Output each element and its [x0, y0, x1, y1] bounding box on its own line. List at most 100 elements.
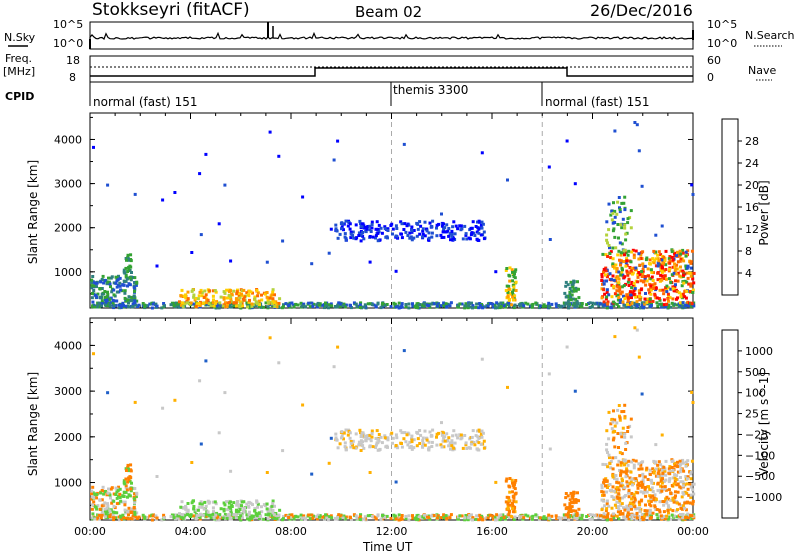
velocity-data-cell — [99, 491, 103, 495]
velocity-data-cell — [327, 515, 331, 519]
power-data-cell — [473, 234, 477, 237]
velocity-data-cell — [678, 470, 682, 474]
power-data-cell — [686, 304, 690, 308]
velocity-data-cell — [604, 515, 608, 519]
velocity-data-cell — [644, 494, 648, 498]
velocity-data-cell — [611, 438, 615, 442]
velocity-data-cell — [649, 488, 653, 492]
velocity-data-cell — [203, 500, 207, 504]
power-data-cell — [130, 295, 134, 299]
velocity-data-cell — [666, 517, 670, 521]
power-data-cell — [679, 257, 683, 261]
power-data-cell — [180, 288, 184, 292]
power-data-cell — [661, 288, 665, 292]
power-data-cell — [517, 303, 521, 307]
velocity-data-cell — [652, 481, 655, 485]
noise-panel-frame — [89, 21, 694, 50]
power-data-cell — [662, 277, 666, 280]
power-data-cell — [636, 272, 640, 276]
velocity-data-cell — [133, 501, 136, 505]
power-data-cell — [365, 227, 369, 231]
velocity-data-cell — [576, 491, 579, 495]
power-data-cell — [667, 269, 671, 273]
power-data-cell — [626, 273, 630, 277]
velocity-data-cell — [443, 435, 447, 439]
velocity-data-cell — [662, 487, 666, 491]
velocity-data-cell — [96, 504, 100, 508]
velocity-data-cell — [612, 489, 616, 493]
velocity-data-cell — [611, 485, 615, 489]
power-data-cell — [662, 303, 666, 307]
power-data-cell — [617, 281, 621, 285]
power-data-cell — [232, 304, 236, 308]
velocity-data-cell — [547, 513, 551, 517]
velocity-data-cell — [129, 463, 133, 467]
power-data-cell — [354, 237, 358, 241]
power-data-cell — [407, 306, 411, 310]
power-data-cell — [663, 274, 667, 278]
power-data-cell — [612, 227, 616, 231]
power-data-cell — [379, 306, 383, 310]
power-data-cell — [670, 301, 674, 305]
velocity-data-cell — [564, 507, 568, 511]
velocity-data-cell — [421, 436, 425, 440]
velocity-data-cell — [563, 516, 567, 520]
power-data-cell — [343, 305, 347, 309]
velocity-data-cell — [99, 513, 103, 517]
power-data-cell — [412, 236, 416, 240]
power-data-cell — [359, 233, 363, 237]
power-data-cell — [256, 294, 260, 298]
velocity-data-cell — [570, 501, 573, 504]
velocity-data-cell — [247, 512, 251, 516]
velocity-data-cell — [129, 511, 133, 515]
velocity-data-cell — [686, 512, 690, 516]
velocity-data-cell — [104, 490, 107, 493]
power-data-cell — [632, 256, 636, 260]
power-data-cell — [673, 262, 677, 266]
velocity-data-cell — [689, 477, 693, 481]
power-data-cell — [571, 282, 575, 286]
power-data-cell — [656, 261, 660, 265]
velocity-data-cell — [404, 517, 408, 520]
power-data-cell — [648, 301, 652, 305]
power-data-cell — [614, 276, 618, 280]
velocity-data-cell — [615, 500, 619, 504]
velocity-data-cell — [143, 517, 147, 520]
velocity-data-cell — [623, 508, 627, 512]
power-data-cell — [649, 268, 653, 272]
velocity-data-cell — [278, 508, 282, 512]
power-data-cell — [108, 297, 112, 301]
power-data-cell — [402, 142, 406, 146]
velocity-data-cell — [368, 433, 372, 437]
power-data-cell — [587, 302, 590, 306]
velocity-data-cell — [408, 440, 412, 444]
power-data-cell — [613, 235, 617, 239]
velocity-data-cell — [133, 512, 137, 516]
power-data-cell — [619, 261, 623, 265]
power-data-cell — [478, 302, 482, 305]
velocity-data-cell — [395, 436, 399, 440]
power-data-cell — [508, 274, 512, 278]
velocity-data-cell — [648, 511, 652, 515]
velocity-data-cell — [605, 499, 609, 503]
power-data-cell — [185, 299, 189, 303]
velocity-data-cell — [564, 492, 568, 495]
power-data-cell — [610, 295, 614, 299]
power-data-cell — [92, 145, 95, 149]
power-data-cell — [576, 280, 579, 284]
power-data-cell — [513, 270, 517, 273]
velocity-data-cell — [112, 516, 116, 520]
power-data-cell — [677, 291, 681, 295]
power-data-cell — [308, 305, 312, 309]
velocity-data-cell — [359, 449, 363, 452]
power-data-cell — [605, 274, 609, 278]
power-data-cell — [193, 298, 197, 302]
power-data-cell — [604, 269, 608, 273]
velocity-data-cell — [634, 459, 638, 463]
velocity-data-cell — [418, 429, 422, 432]
velocity-data-cell — [668, 507, 672, 511]
power-data-cell — [93, 305, 97, 309]
power-data-cell — [321, 303, 325, 307]
power-data-cell — [642, 264, 646, 268]
